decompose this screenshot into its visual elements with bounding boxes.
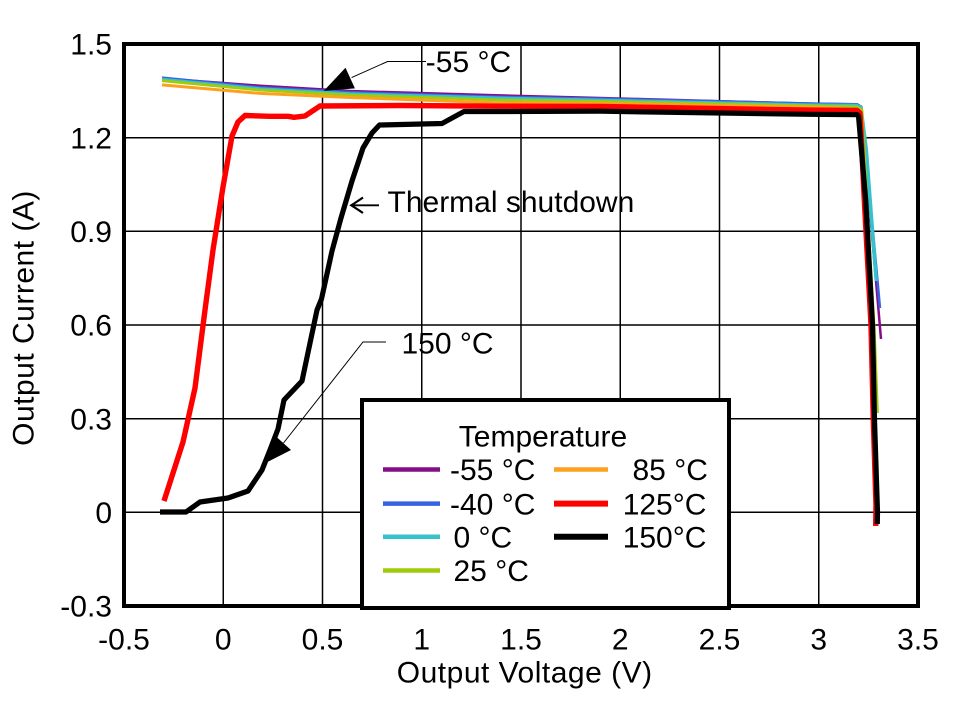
svg-text:-55 °C: -55 °C — [450, 454, 535, 487]
svg-text:3: 3 — [810, 624, 827, 657]
svg-text:-55 °C: -55 °C — [426, 46, 511, 79]
svg-text:0.5: 0.5 — [302, 624, 344, 657]
svg-text:0 °C: 0 °C — [454, 522, 513, 555]
svg-text:0: 0 — [95, 497, 112, 530]
svg-text:-0.5: -0.5 — [98, 624, 150, 657]
svg-text:2.5: 2.5 — [699, 624, 741, 657]
svg-text:0.6: 0.6 — [70, 310, 112, 343]
svg-text:85 °C: 85 °C — [633, 454, 708, 487]
svg-text:0.9: 0.9 — [70, 216, 112, 249]
svg-text:1.5: 1.5 — [500, 624, 542, 657]
svg-text:-0.3: -0.3 — [60, 591, 112, 624]
svg-text:1: 1 — [413, 624, 430, 657]
svg-text:0: 0 — [215, 624, 232, 657]
svg-text:-40 °C: -40 °C — [450, 488, 535, 521]
svg-text:125°C: 125°C — [623, 488, 707, 521]
svg-text:Output Current (A): Output Current (A) — [8, 190, 41, 446]
svg-text:0.3: 0.3 — [70, 403, 112, 436]
svg-text:25 °C: 25 °C — [454, 555, 529, 588]
svg-text:150°C: 150°C — [623, 522, 707, 555]
svg-text:2: 2 — [612, 624, 629, 657]
svg-text:Output Voltage (V): Output Voltage (V) — [397, 657, 653, 690]
svg-text:Thermal shutdown: Thermal shutdown — [388, 186, 635, 219]
svg-text:150 °C: 150 °C — [402, 328, 494, 361]
svg-text:3.5: 3.5 — [897, 624, 939, 657]
svg-text:Temperature: Temperature — [459, 421, 627, 454]
svg-text:1.5: 1.5 — [70, 29, 112, 62]
svg-text:1.2: 1.2 — [70, 122, 112, 155]
